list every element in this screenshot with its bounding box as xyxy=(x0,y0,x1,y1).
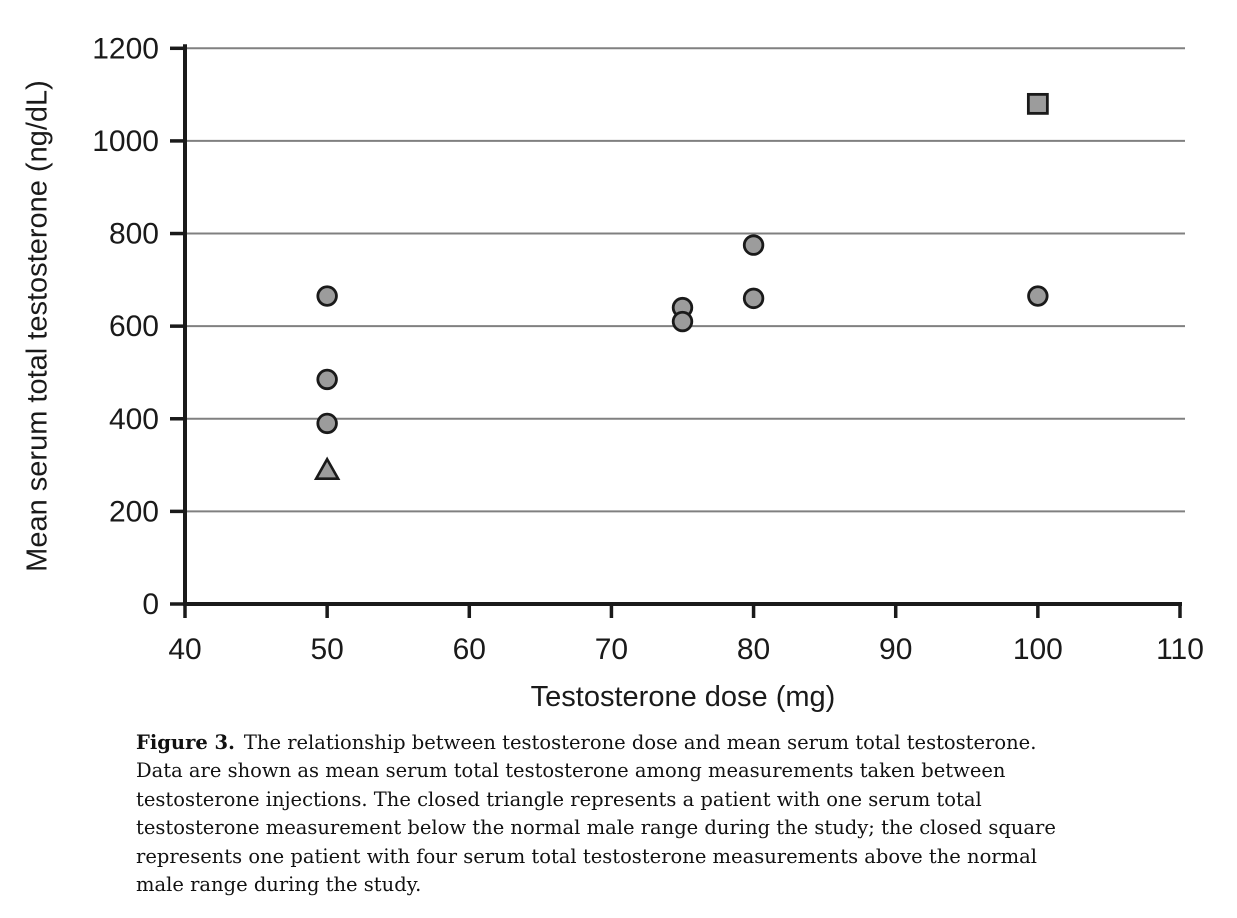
y-tick-label: 400 xyxy=(109,403,159,436)
x-tick-label: 50 xyxy=(310,633,343,666)
data-point-triangle xyxy=(313,456,341,481)
caption-figure-label: Figure 3. xyxy=(136,731,235,754)
caption-line-text: The relationship between testosterone do… xyxy=(243,731,1037,754)
y-tick-label: 600 xyxy=(109,310,159,343)
y-tick-label: 1000 xyxy=(92,125,159,158)
data-point-circle xyxy=(316,368,338,391)
caption-line: testosterone injections. The closed tria… xyxy=(136,787,982,811)
data-point-circle xyxy=(742,234,765,256)
data-point-circle xyxy=(671,310,694,333)
x-axis-title: Testosterone dose (mg) xyxy=(530,681,836,713)
y-tick-label: 0 xyxy=(142,588,159,621)
caption-line: represents one patient with four serum t… xyxy=(136,844,1037,868)
data-point-circle xyxy=(316,412,338,435)
x-tick-label: 110 xyxy=(1156,633,1204,666)
caption-line: male range during the study. xyxy=(136,873,422,897)
figure-caption: Figure 3. The relationship between testos… xyxy=(136,729,1146,899)
y-tick-label: 800 xyxy=(109,218,159,251)
y-tick-label: 200 xyxy=(109,495,159,528)
data-point-circle xyxy=(742,287,765,310)
data-point-circle xyxy=(316,285,338,307)
y-tick-label: 1200 xyxy=(92,32,159,65)
x-tick-label: 80 xyxy=(737,633,770,666)
caption-line: testosterone measurement below the norma… xyxy=(136,816,1056,840)
y-axis-title: Mean serum total testosterone (ng/dL) xyxy=(21,80,54,572)
data-point-circle xyxy=(1027,285,1049,307)
x-tick-label: 60 xyxy=(453,633,486,666)
caption-line: Figure 3. The relationship between testos… xyxy=(136,729,1146,757)
x-tick-label: 40 xyxy=(168,633,201,666)
caption-line: Data are shown as mean serum total testo… xyxy=(136,759,1006,783)
x-tick-label: 90 xyxy=(879,633,912,666)
x-tick-label: 100 xyxy=(1013,633,1063,666)
x-tick-label: 70 xyxy=(595,633,628,666)
chart-svg: 0 200 400 600 800 1000 1200 40 50 60 70 80 90 100 110 xyxy=(92,32,1204,666)
data-point-square xyxy=(1026,92,1049,115)
